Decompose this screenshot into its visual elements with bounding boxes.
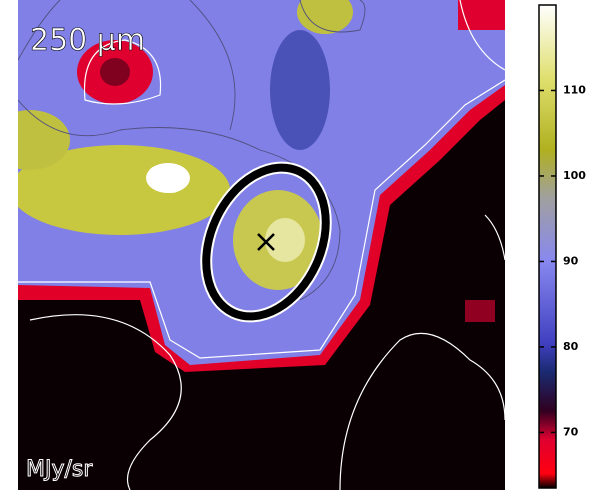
map	[18, 0, 505, 490]
colorbar-tick-label: 110	[563, 83, 586, 96]
colorbar	[538, 4, 557, 489]
colorbar-tick-label: 90	[563, 254, 579, 267]
colorbar-tick-label: 100	[563, 169, 586, 182]
colorbar-tick-label: 80	[563, 340, 579, 353]
colorbar-tick-label: 70	[563, 425, 579, 438]
band-label: 250 μm	[30, 23, 145, 58]
unit-label: MJy/sr	[26, 457, 93, 482]
